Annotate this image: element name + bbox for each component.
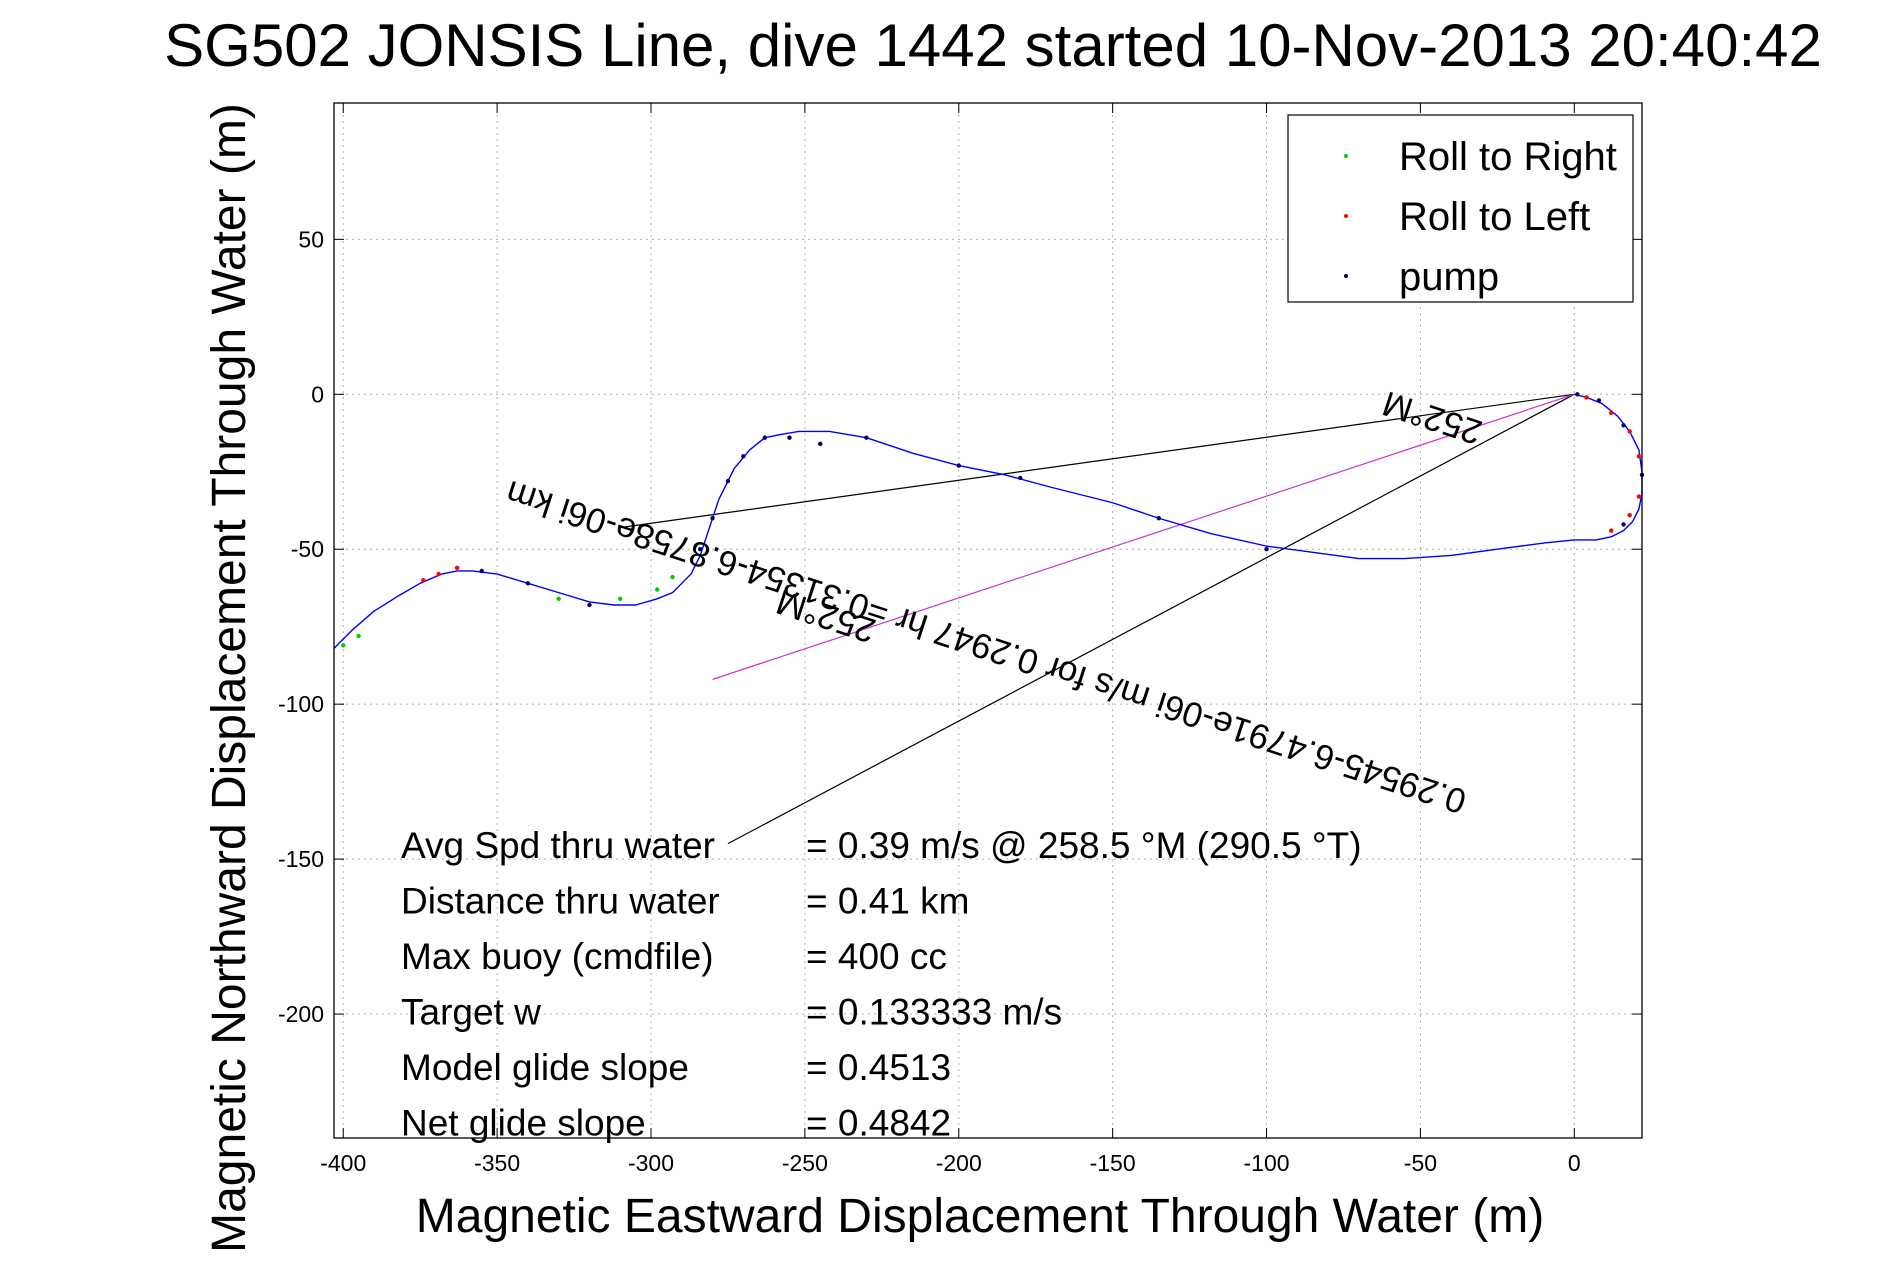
roll-left-point <box>1609 528 1614 533</box>
stat-label: Max buoy (cmdfile) <box>401 936 714 977</box>
pump-point <box>710 516 715 521</box>
stat-value: = 0.133333 m/s <box>806 992 1062 1033</box>
stats-block: Avg Spd thru water = 0.39 m/s @ 258.5 °M … <box>401 825 1362 1144</box>
x-tick-label: -50 <box>1404 1150 1437 1176</box>
track-series <box>333 393 1643 649</box>
roll-right-point <box>341 643 346 648</box>
x-tick-label: 0 <box>1568 1150 1581 1176</box>
roll-left-point <box>421 578 426 583</box>
legend-box <box>1287 114 1634 303</box>
chart-title: SG502 JONSIS Line, dive 1442 started 10-… <box>164 12 1822 79</box>
pump-point <box>725 478 731 484</box>
roll-left-point <box>436 571 441 577</box>
stat-label: Model glide slope <box>401 1047 689 1088</box>
pump-point <box>762 435 768 440</box>
legend-label: Roll to Right <box>1399 135 1617 179</box>
legend-label: pump <box>1399 255 1499 299</box>
pump-point <box>1621 423 1626 428</box>
roll-left-point <box>454 565 460 571</box>
pump-point <box>741 454 746 459</box>
stat-value: = 400 cc <box>806 936 947 977</box>
x-tick-label: -350 <box>474 1150 520 1176</box>
legend-marker <box>1344 214 1348 218</box>
axis-ticks: -400 -350 -300 -250 -200 -150 -100 -50 0 50 0 -50 -1… <box>278 103 1642 1176</box>
roll-right-point <box>670 574 675 580</box>
x-tick-label: -150 <box>1090 1150 1136 1176</box>
stat-value: = 0.4842 <box>806 1103 951 1144</box>
pump-point <box>864 435 869 440</box>
roll-left-point <box>1627 429 1632 434</box>
grid <box>334 103 1642 1138</box>
stat-label: Avg Spd thru water <box>401 825 715 866</box>
legend-marker <box>1344 274 1348 278</box>
pump-point <box>787 435 792 440</box>
legend-marker <box>1344 154 1348 158</box>
plot-frame <box>333 102 1643 1139</box>
pump-point <box>1018 475 1023 481</box>
roll-right-point <box>654 587 660 592</box>
y-axis-label: Magnetic Northward Displacement Through … <box>203 103 256 1253</box>
reference-line <box>727 393 1575 845</box>
roll-right-point <box>356 633 361 639</box>
y-tick-label: -100 <box>278 691 324 717</box>
y-tick-label: -50 <box>291 536 324 562</box>
pump-point <box>698 547 703 552</box>
pump-point <box>479 568 484 574</box>
stat-value: = 0.41 km <box>806 881 970 922</box>
reference-line <box>620 393 1575 529</box>
pump-point <box>1575 392 1580 397</box>
x-axis-label: Magnetic Eastward Displacement Through W… <box>416 1190 1544 1243</box>
y-tick-label: 0 <box>311 381 324 407</box>
pump-point <box>525 581 531 586</box>
pump-point <box>1621 522 1626 527</box>
pump-point <box>1156 516 1162 521</box>
x-tick-label: -100 <box>1244 1150 1290 1176</box>
y-tick-label: -150 <box>278 846 324 872</box>
x-tick-label: -300 <box>628 1150 674 1176</box>
roll-right-point <box>618 596 623 602</box>
legend-label: Roll to Left <box>1399 195 1590 239</box>
y-tick-label: -200 <box>278 1001 324 1027</box>
roll-right-point <box>556 596 561 602</box>
x-tick-label: -250 <box>782 1150 828 1176</box>
roll-left-point <box>1627 512 1632 518</box>
x-tick-label: -200 <box>936 1150 982 1176</box>
marker-series <box>341 392 1645 648</box>
pump-point <box>956 463 961 468</box>
y-tick-label: 50 <box>298 226 324 252</box>
reference-line <box>712 393 1575 680</box>
track-line <box>333 393 1643 649</box>
reference-lines <box>620 393 1575 845</box>
stat-value: = 0.4513 <box>806 1047 951 1088</box>
stat-label: Net glide slope <box>401 1103 646 1144</box>
stat-label: Distance thru water <box>401 881 720 922</box>
x-tick-label: -400 <box>320 1150 366 1176</box>
pump-point <box>818 441 823 447</box>
roll-left-point <box>1609 410 1614 416</box>
stat-label: Target w <box>401 992 541 1033</box>
stat-value: = 0.39 m/s @ 258.5 °M (290.5 °T) <box>806 825 1362 866</box>
legend: Roll to Right Roll to Left pump <box>1287 114 1634 303</box>
roll-left-point <box>1636 454 1642 459</box>
roll-left-point <box>1584 395 1589 400</box>
roll-left-point <box>1636 494 1642 499</box>
pump-point <box>587 602 592 608</box>
pump-point <box>1596 398 1602 403</box>
pump-point <box>1264 547 1269 552</box>
